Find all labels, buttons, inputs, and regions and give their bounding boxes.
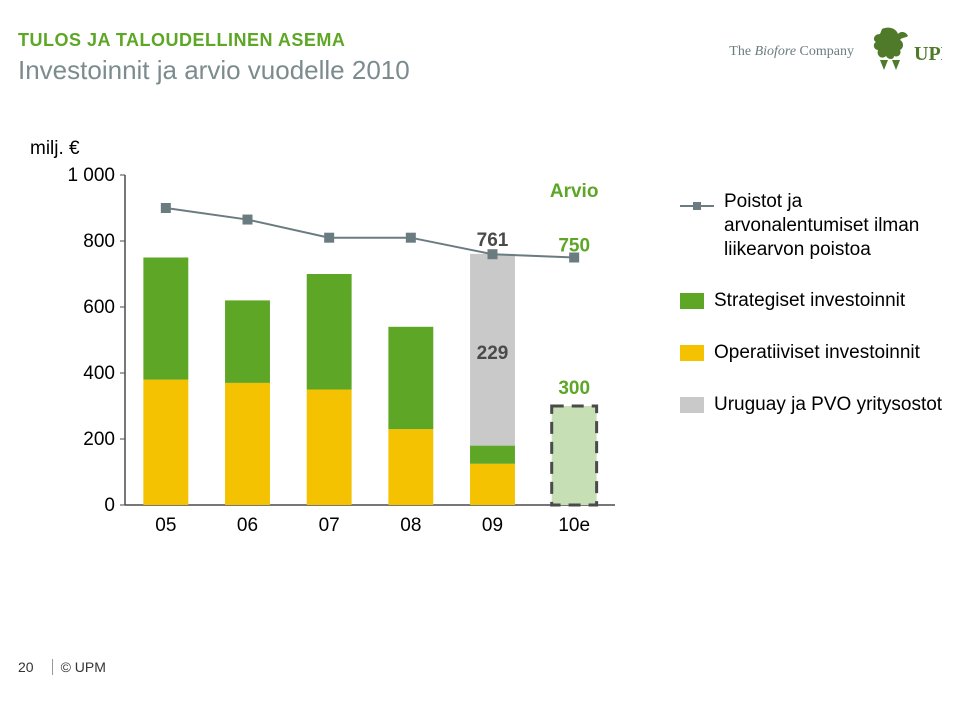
label-229: 229 [477, 343, 509, 364]
legend-item: Uruguay ja PVO yritysostot [680, 393, 950, 417]
line-marker [243, 215, 253, 225]
page-number: 20 [18, 659, 34, 675]
label-300: 300 [558, 378, 590, 399]
legend-swatch [680, 345, 704, 361]
bar-strategic [143, 258, 188, 380]
bar-strategic [225, 300, 270, 383]
y-tick-label: 600 [83, 297, 115, 318]
logo-text: UPM [914, 43, 942, 65]
legend-label: Uruguay ja PVO yritysostot [714, 393, 942, 417]
bar-operational [388, 429, 433, 505]
line-marker [161, 203, 171, 213]
label-761: 761 [477, 230, 509, 251]
y-tick-label: 200 [83, 429, 115, 450]
y-tick-label: 800 [83, 231, 115, 252]
x-tick-label: 07 [319, 515, 340, 536]
label-arvio: Arvio [550, 181, 599, 202]
bar-operational [143, 380, 188, 505]
legend-item: Poistot ja arvonalentumiset ilman liikea… [680, 190, 950, 261]
logo-area: The Biofore Company UPM [729, 26, 942, 78]
y-tick-label: 0 [104, 495, 115, 516]
upm-logo: UPM [864, 26, 942, 78]
x-tick-label: 05 [155, 515, 176, 536]
legend-swatch [680, 293, 704, 309]
x-tick-label: 10e [558, 515, 590, 536]
bar-operational [307, 390, 352, 506]
x-tick-label: 08 [400, 515, 421, 536]
page-title: Investoinnit ja arvio vuodelle 2010 [18, 55, 410, 86]
label-750: 750 [558, 236, 590, 257]
estimate-bar [552, 406, 597, 505]
legend-line-icon [680, 196, 714, 212]
header: TULOS JA TALOUDELLINEN ASEMA Investoinni… [18, 30, 410, 86]
legend-label: Operatiiviset investoinnit [714, 341, 920, 365]
legend-label: Strategiset investoinnit [714, 289, 905, 313]
biofore-tagline: The Biofore Company [729, 44, 854, 60]
eyebrow: TULOS JA TALOUDELLINEN ASEMA [18, 30, 410, 51]
legend-item: Strategiset investoinnit [680, 289, 950, 313]
y-tick-label: 400 [83, 363, 115, 384]
x-tick-label: 09 [482, 515, 503, 536]
legend-label: Poistot ja arvonalentumiset ilman liikea… [724, 190, 950, 261]
biofore-italic: Biofore [755, 44, 800, 59]
chart-svg: 0 200 400 600 800 1 000 05 06 07 08 09 10e 761 229 Arv… [70, 165, 630, 535]
x-tick-label: 06 [237, 515, 258, 536]
copyright: © UPM [61, 659, 106, 675]
biofore-the: The [729, 44, 754, 59]
line-marker [406, 233, 416, 243]
line-marker [324, 233, 334, 243]
griffin-icon [874, 28, 908, 70]
legend: Poistot ja arvonalentumiset ilman liikea… [680, 190, 950, 445]
investment-chart: 0 200 400 600 800 1 000 05 06 07 08 09 10e 761 229 Arv… [70, 165, 630, 535]
bar-operational [225, 383, 270, 505]
y-tick-label: 1 000 [67, 165, 115, 186]
bar-strategic [388, 327, 433, 429]
legend-swatch [680, 397, 704, 413]
footer: 20 © UPM [18, 659, 106, 675]
slide: TULOS JA TALOUDELLINEN ASEMA Investoinni… [0, 0, 960, 705]
y-axis-label: milj. € [30, 138, 80, 160]
legend-item: Operatiiviset investoinnit [680, 341, 950, 365]
bar-strategic [307, 274, 352, 390]
bar-strategic [470, 446, 515, 464]
depreciation-line [166, 208, 574, 258]
biofore-company: Company [800, 44, 854, 59]
bar-operational [470, 464, 515, 505]
